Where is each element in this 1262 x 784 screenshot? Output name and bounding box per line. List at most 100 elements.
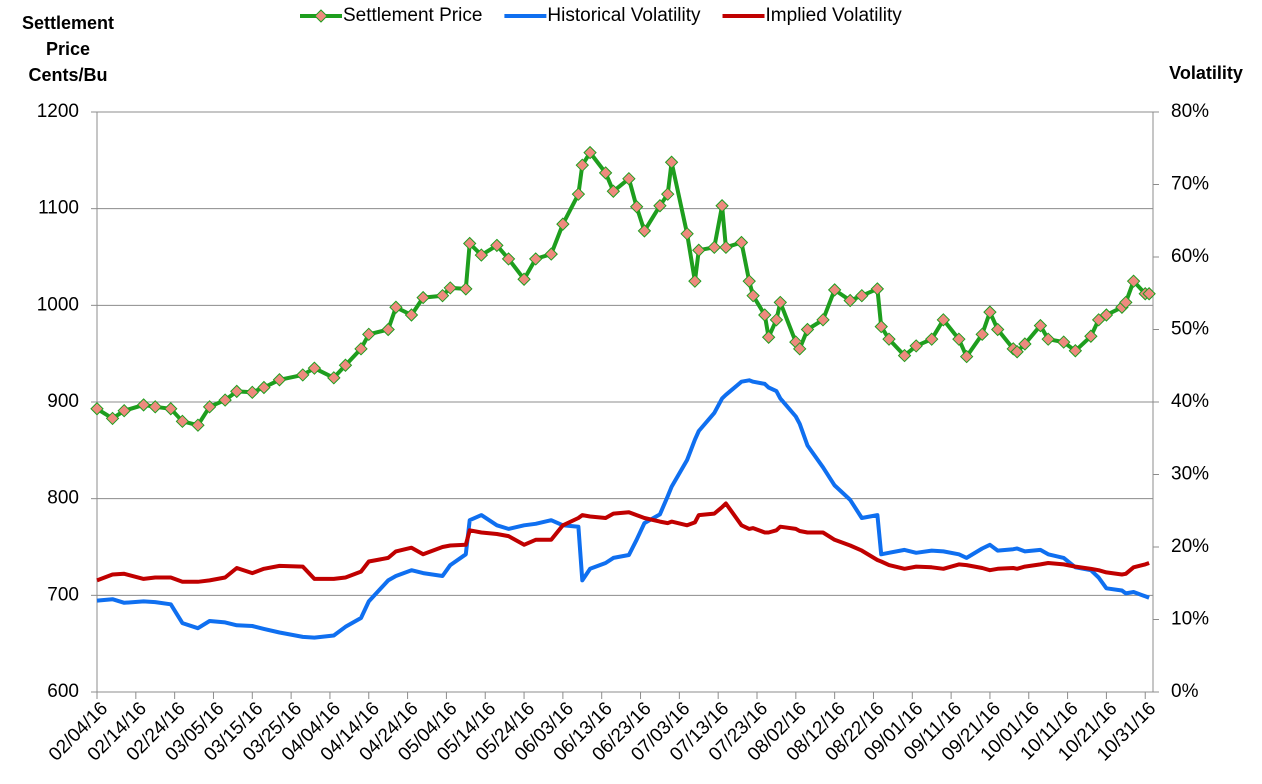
marker xyxy=(90,402,104,416)
marker xyxy=(816,313,830,327)
marker xyxy=(870,282,885,296)
marker xyxy=(715,199,729,213)
marker xyxy=(606,184,621,198)
marker xyxy=(924,332,939,346)
marker xyxy=(362,327,376,342)
marker xyxy=(257,380,271,395)
marker xyxy=(117,403,131,418)
marker xyxy=(734,235,749,250)
marker xyxy=(1010,345,1024,359)
marker xyxy=(952,332,966,346)
marker xyxy=(664,155,679,169)
marker xyxy=(882,332,896,346)
marker xyxy=(389,300,403,314)
marker xyxy=(517,272,531,286)
y2-tick-label: 70% xyxy=(1171,174,1209,195)
marker xyxy=(1142,287,1156,301)
y-axis-title: Settlement Price Cents/Bu xyxy=(21,13,115,85)
marker xyxy=(761,330,776,344)
marker xyxy=(327,371,341,385)
marker xyxy=(575,158,590,172)
marker xyxy=(105,411,120,426)
marker xyxy=(990,322,1005,337)
legend-label: Settlement Price xyxy=(343,5,482,26)
marker xyxy=(164,402,178,416)
marker xyxy=(598,166,613,180)
marker xyxy=(556,217,570,231)
marker xyxy=(474,248,489,262)
marker xyxy=(528,252,543,266)
marker xyxy=(381,322,395,337)
marker xyxy=(136,398,151,412)
marker xyxy=(746,288,760,303)
y-tick-label: 1100 xyxy=(38,198,79,219)
marker xyxy=(230,384,244,399)
marker xyxy=(909,339,923,353)
marker xyxy=(1099,308,1114,322)
marker xyxy=(680,227,694,241)
marker xyxy=(773,295,788,310)
marker xyxy=(404,308,419,322)
marker xyxy=(800,322,815,337)
marker xyxy=(191,418,205,432)
marker xyxy=(1084,329,1098,343)
series-line xyxy=(96,378,1150,640)
marker xyxy=(1119,295,1133,310)
marker xyxy=(936,313,951,327)
y2-tick-label: 30% xyxy=(1171,464,1209,485)
marker xyxy=(827,283,842,297)
marker xyxy=(501,252,516,266)
marker xyxy=(544,247,558,261)
marker xyxy=(742,274,756,288)
marker xyxy=(1033,318,1048,333)
legend-marker xyxy=(314,9,328,23)
marker xyxy=(688,274,702,288)
y-tick-label: 700 xyxy=(47,584,79,605)
y2-tick-label: 20% xyxy=(1171,536,1209,557)
series xyxy=(96,378,1150,640)
marker xyxy=(202,400,217,414)
marker xyxy=(307,361,322,375)
marker xyxy=(1057,335,1071,349)
marker xyxy=(1068,344,1083,358)
marker xyxy=(843,293,857,308)
y-tick-label: 800 xyxy=(47,488,79,509)
marker xyxy=(416,290,430,305)
marker xyxy=(719,240,733,255)
y-tick-label: 900 xyxy=(47,391,79,412)
series-line xyxy=(95,150,1150,428)
marker xyxy=(692,243,706,257)
marker xyxy=(338,358,353,372)
y2-axis-title: Volatility xyxy=(1169,63,1243,83)
legend-label: Implied Volatility xyxy=(766,5,903,26)
y2-tick-label: 80% xyxy=(1171,101,1209,122)
marker xyxy=(629,200,644,214)
marker xyxy=(583,145,597,160)
marker xyxy=(769,313,784,327)
marker xyxy=(653,199,667,213)
marker xyxy=(218,393,232,407)
series-line xyxy=(96,501,1150,584)
y-tick-label: 600 xyxy=(47,681,79,702)
marker xyxy=(975,327,989,342)
marker xyxy=(983,305,997,319)
y-tick-label: 1000 xyxy=(37,294,79,315)
marker xyxy=(1126,274,1141,288)
marker xyxy=(571,187,586,201)
marker xyxy=(245,385,260,400)
series xyxy=(96,501,1150,584)
marker xyxy=(622,171,636,186)
marker xyxy=(897,348,912,363)
y-tick-label: 1200 xyxy=(37,101,79,122)
marker xyxy=(272,373,287,387)
marker xyxy=(490,238,504,253)
series xyxy=(90,145,1156,432)
marker xyxy=(354,342,368,356)
marker xyxy=(792,342,807,356)
marker xyxy=(959,349,974,364)
marker xyxy=(435,288,450,303)
y2-tick-label: 0% xyxy=(1171,681,1199,702)
marker xyxy=(660,187,675,201)
marker xyxy=(148,400,162,414)
